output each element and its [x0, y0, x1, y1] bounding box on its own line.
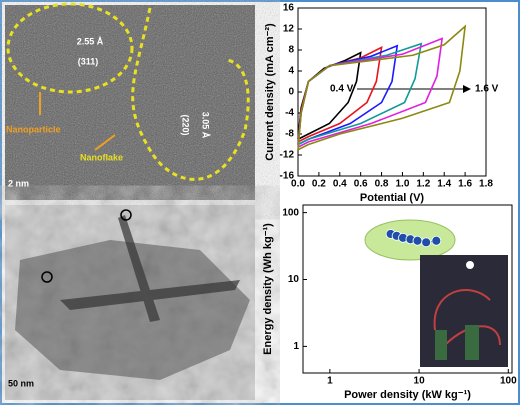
plane: (220): [181, 114, 191, 135]
d-spacing: 2.55 Å: [77, 36, 104, 46]
y-tick-label: 4: [288, 66, 294, 77]
x-axis-label: Potential (V): [360, 192, 425, 204]
point: [431, 235, 442, 246]
y-axis-label: Energy density (Wh kg⁻¹): [262, 223, 274, 355]
y-tick-label: -4: [285, 108, 294, 119]
d-spacing: 3.05 Å: [201, 112, 211, 139]
x-tick-label: 1: [327, 376, 333, 387]
tem-image: [5, 205, 255, 400]
x-tick-label: 0.4: [333, 179, 347, 190]
scale-bar: 2 nm: [8, 178, 29, 188]
y-tick-label: -16: [280, 171, 295, 182]
scale-bar: 50 nm: [8, 378, 34, 388]
x-tick-label: 1.8: [479, 179, 493, 190]
x-tick-label: 1.4: [437, 179, 451, 190]
y-tick-label: 10: [288, 274, 300, 285]
x-tick-label: 1.0: [395, 179, 409, 190]
x-tick-label: 1.2: [416, 179, 430, 190]
cv-curve: [297, 24, 467, 151]
annotation: 0.4 V: [330, 84, 354, 95]
x-tick-label: 0.6: [354, 179, 368, 190]
point: [421, 237, 432, 248]
y-tick-label: -12: [280, 150, 295, 161]
device-photo: [420, 255, 508, 367]
arrow-head: [463, 85, 471, 93]
x-tick-label: 10: [414, 376, 426, 387]
x-tick-label: 0.8: [375, 179, 389, 190]
plot-frame: [302, 204, 513, 374]
y-tick-label: -8: [285, 129, 294, 140]
x-tick-label: 1.6: [458, 179, 472, 190]
y-tick-label: 1: [293, 341, 299, 352]
y-axis-label: Current density (mA cm⁻²): [264, 23, 276, 161]
x-tick-label: 0.2: [312, 179, 326, 190]
point: [412, 235, 423, 246]
y-tick-label: 0: [288, 87, 294, 98]
y-tick-label: 8: [288, 45, 294, 56]
annotation: 1.6 V: [475, 84, 499, 95]
cv-curve: [297, 37, 444, 148]
y-tick-label: 16: [283, 3, 295, 14]
x-axis-label: Power density (kW kg⁻¹): [344, 389, 471, 401]
plane: (311): [78, 56, 99, 66]
image-label: Nanoparticle: [6, 124, 61, 134]
y-tick-label: 100: [282, 207, 299, 218]
x-tick-label: 0.0: [291, 179, 305, 190]
x-tick-label: 100: [500, 376, 517, 387]
y-tick-label: 12: [283, 24, 295, 35]
hrtem-image: [5, 2, 255, 200]
image-label: Nanoflake: [80, 152, 123, 162]
